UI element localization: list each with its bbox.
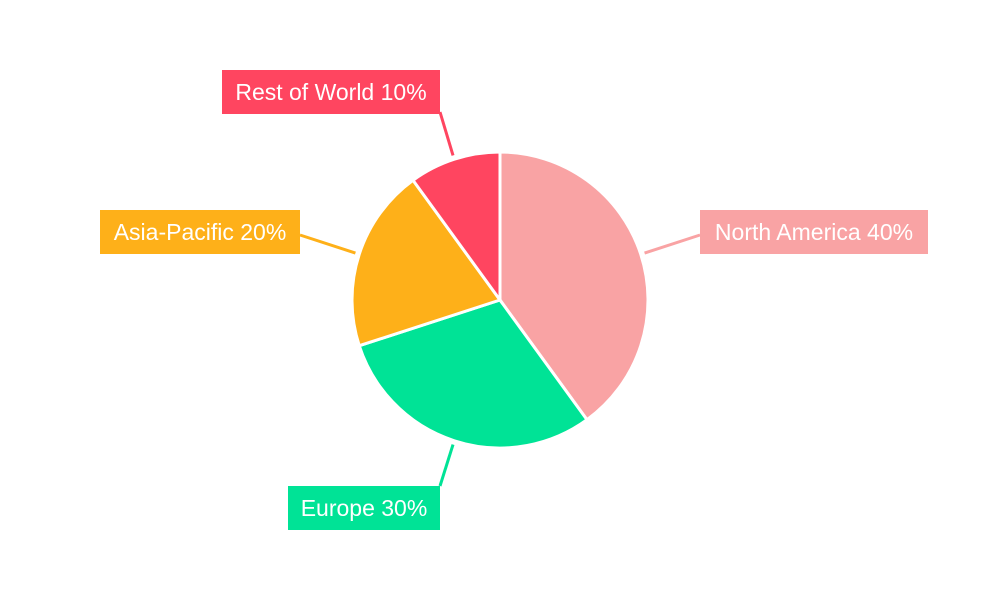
data-label: Europe 30%	[301, 495, 428, 521]
data-label: Rest of World 10%	[235, 79, 426, 105]
data-label-box	[700, 210, 928, 254]
label-connector	[438, 444, 455, 487]
data-label-box	[222, 70, 440, 114]
pie-slice-rest-of-world	[410, 150, 502, 305]
label-connector	[438, 111, 455, 156]
data-label-box	[100, 210, 300, 254]
pie-slice-europe	[357, 298, 590, 450]
label-connector	[299, 233, 356, 255]
label-connector	[644, 233, 701, 255]
pie-slice-north-america	[498, 150, 650, 422]
data-label: North America 40%	[715, 219, 913, 245]
pie-slice-asia-pacific	[350, 178, 503, 348]
data-label: Asia-Pacific 20%	[114, 219, 287, 245]
data-label-box	[288, 486, 440, 530]
